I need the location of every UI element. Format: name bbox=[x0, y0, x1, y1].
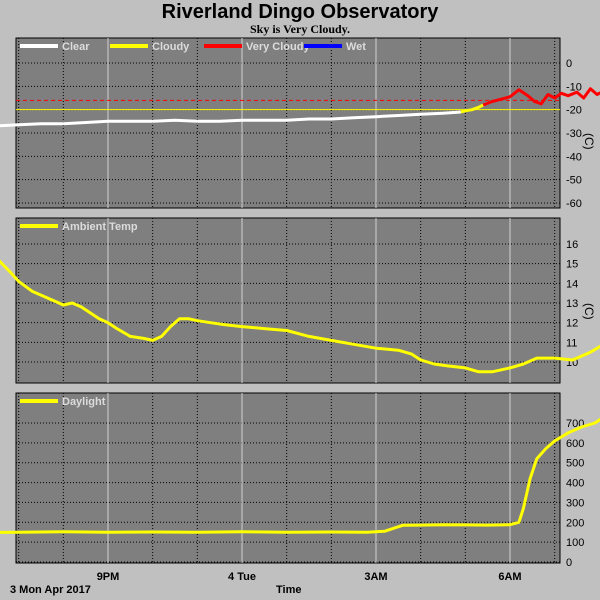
x-tick-label: 9PM bbox=[97, 571, 120, 583]
daylight-plot-area bbox=[15, 392, 561, 564]
unit-label: (C) bbox=[582, 133, 596, 150]
sky-status-subtitle: Sky is Very Cloudy. bbox=[249, 22, 351, 36]
y-tick-label: 400 bbox=[566, 478, 584, 490]
page-title: Riverland Dingo Observatory bbox=[161, 1, 439, 23]
y-tick-label: 16 bbox=[566, 239, 578, 251]
y-tick-label: 100 bbox=[566, 537, 584, 549]
legend-label: Daylight bbox=[62, 396, 106, 408]
y-tick-label: 11 bbox=[566, 337, 577, 349]
y-tick-label: 15 bbox=[566, 259, 578, 271]
y-tick-label: 500 bbox=[566, 458, 584, 470]
y-tick-label: 0 bbox=[566, 557, 572, 569]
series-ambient-temp bbox=[0, 259, 600, 374]
legend-label: Clear bbox=[62, 41, 90, 53]
y-tick-label: -30 bbox=[566, 128, 582, 140]
y-tick-label: -40 bbox=[566, 151, 582, 163]
y-tick-label: -10 bbox=[566, 81, 582, 93]
x-tick-label: 3AM bbox=[364, 571, 387, 583]
y-tick-label: -20 bbox=[566, 105, 582, 117]
x-tick-label: 6AM bbox=[498, 571, 521, 583]
unit-label: (C) bbox=[582, 303, 596, 320]
series-clear bbox=[0, 110, 462, 128]
legend-label: Ambient Temp bbox=[62, 221, 138, 233]
y-tick-label: 0 bbox=[566, 58, 572, 70]
y-tick-label: -60 bbox=[566, 198, 582, 210]
date-label: 3 Mon Apr 2017 bbox=[10, 584, 91, 596]
time-axis-label: Time bbox=[276, 584, 301, 596]
legend-label: Wet bbox=[346, 41, 366, 53]
series-daylight bbox=[0, 417, 600, 534]
y-tick-label: -50 bbox=[566, 175, 582, 187]
sky-temperature-panel: 0 -10 -20 -30 -40 -50 -60 Clear Cloudy Very Cloud… bbox=[0, 37, 600, 210]
series-cloudy bbox=[460, 103, 484, 114]
y-tick-label: 12 bbox=[566, 318, 578, 330]
series-very-cloudy bbox=[482, 87, 600, 107]
y-tick-label: 300 bbox=[566, 497, 584, 509]
x-tick-label: 4 Tue bbox=[228, 571, 256, 583]
legend-label: Very Cloudy bbox=[246, 41, 310, 53]
y-tick-label: 13 bbox=[566, 298, 578, 310]
y-tick-label: 200 bbox=[566, 517, 584, 529]
time-axis: 9PM 4 Tue 3AM 6AM bbox=[97, 571, 522, 583]
legend-label: Cloudy bbox=[152, 41, 190, 53]
y-tick-label: 14 bbox=[566, 278, 578, 290]
ambient-temperature-plot-area bbox=[15, 217, 561, 384]
y-tick-label: 600 bbox=[566, 438, 584, 450]
